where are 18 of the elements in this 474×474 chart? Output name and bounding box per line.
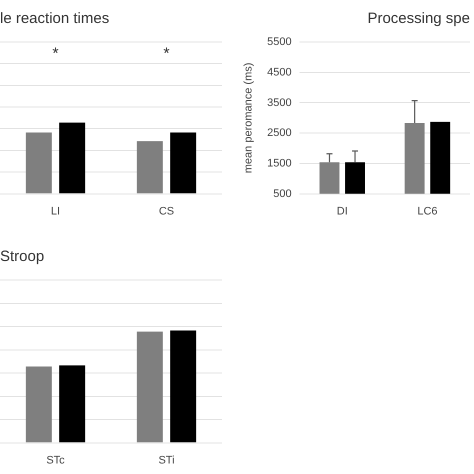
- y-tick-label: 2500: [267, 127, 292, 140]
- y-axis-title: mean peromance (ms): [242, 62, 255, 174]
- x-tick-label: LC6: [417, 205, 438, 218]
- x-tick-label: STc: [46, 454, 66, 466]
- y-tick-label: 4500: [267, 66, 292, 78]
- x-tick-label: DI: [336, 205, 348, 218]
- text: *: [52, 46, 59, 63]
- text: *: [163, 46, 170, 63]
- x-tick-label: CS: [158, 205, 174, 218]
- chart-title: Stroop: [0, 248, 44, 266]
- y-tick-label: 500: [273, 188, 292, 200]
- chart-title: Processing spe: [367, 10, 470, 28]
- y-tick-label: 5500: [267, 36, 292, 48]
- x-tick-label: STi: [158, 454, 175, 466]
- y-tick-label: 3500: [267, 96, 292, 109]
- chart-title: le reaction times: [0, 10, 110, 28]
- y-tick-label: 1500: [267, 157, 292, 170]
- x-tick-label: LI: [50, 205, 60, 218]
